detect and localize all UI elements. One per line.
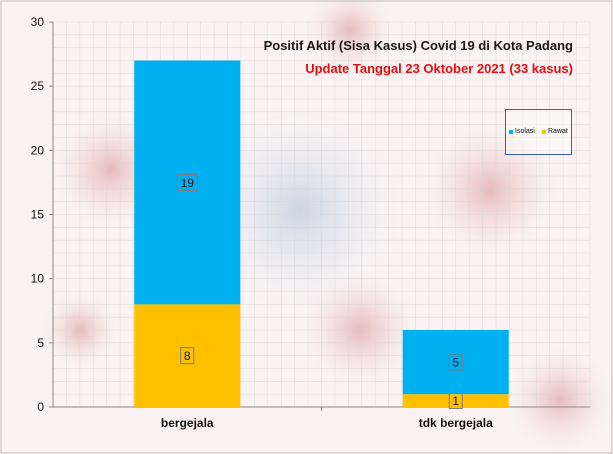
data-label-rawat-0: 8 bbox=[184, 349, 191, 363]
y-tick-label: 0 bbox=[37, 400, 44, 414]
legend-item-isolasi: Isolasi bbox=[509, 128, 535, 135]
x-tick-label: bergejala bbox=[161, 416, 214, 430]
y-tick-label: 15 bbox=[31, 208, 45, 222]
data-label-isolasi-0: 19 bbox=[181, 176, 195, 190]
bar-rawat-0 bbox=[134, 304, 241, 407]
legend-label-isolasi: Isolasi bbox=[515, 128, 535, 135]
data-label-box bbox=[180, 347, 195, 365]
y-tick-label: 5 bbox=[37, 336, 44, 350]
bar-rawat-1 bbox=[402, 394, 509, 407]
chart-title: Positif Aktif (Sisa Kasus) Covid 19 di K… bbox=[263, 38, 573, 53]
data-label-rawat-1: 1 bbox=[452, 394, 459, 408]
legend-label-rawat: Rawat bbox=[548, 128, 568, 135]
data-label-isolasi-1: 5 bbox=[452, 356, 459, 370]
legend: Isolasi Rawat bbox=[505, 109, 572, 155]
legend-item-rawat: Rawat bbox=[542, 128, 568, 135]
x-tick-label: tdk bergejala bbox=[419, 416, 493, 430]
bar-isolasi-1 bbox=[402, 330, 509, 395]
chart-subtitle: Update Tanggal 23 Oktober 2021 (33 kasus… bbox=[305, 61, 573, 76]
legend-swatch-isolasi bbox=[509, 129, 513, 134]
y-tick-label: 20 bbox=[31, 143, 45, 157]
bar-isolasi-0 bbox=[134, 60, 241, 305]
legend-swatch-rawat bbox=[542, 129, 546, 134]
y-tick-label: 10 bbox=[31, 272, 45, 286]
data-label-box bbox=[448, 353, 463, 371]
y-tick-label: 25 bbox=[31, 79, 45, 93]
y-tick-label: 30 bbox=[31, 15, 45, 29]
data-label-box bbox=[176, 173, 198, 191]
